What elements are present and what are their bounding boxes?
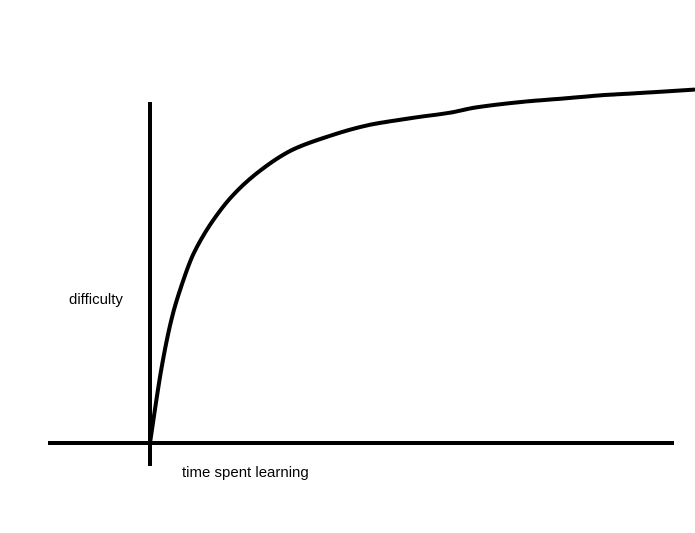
- series-line: [148, 87, 695, 445]
- y-axis-label: difficulty: [69, 291, 123, 308]
- x-axis-label: time spent learning: [182, 464, 309, 481]
